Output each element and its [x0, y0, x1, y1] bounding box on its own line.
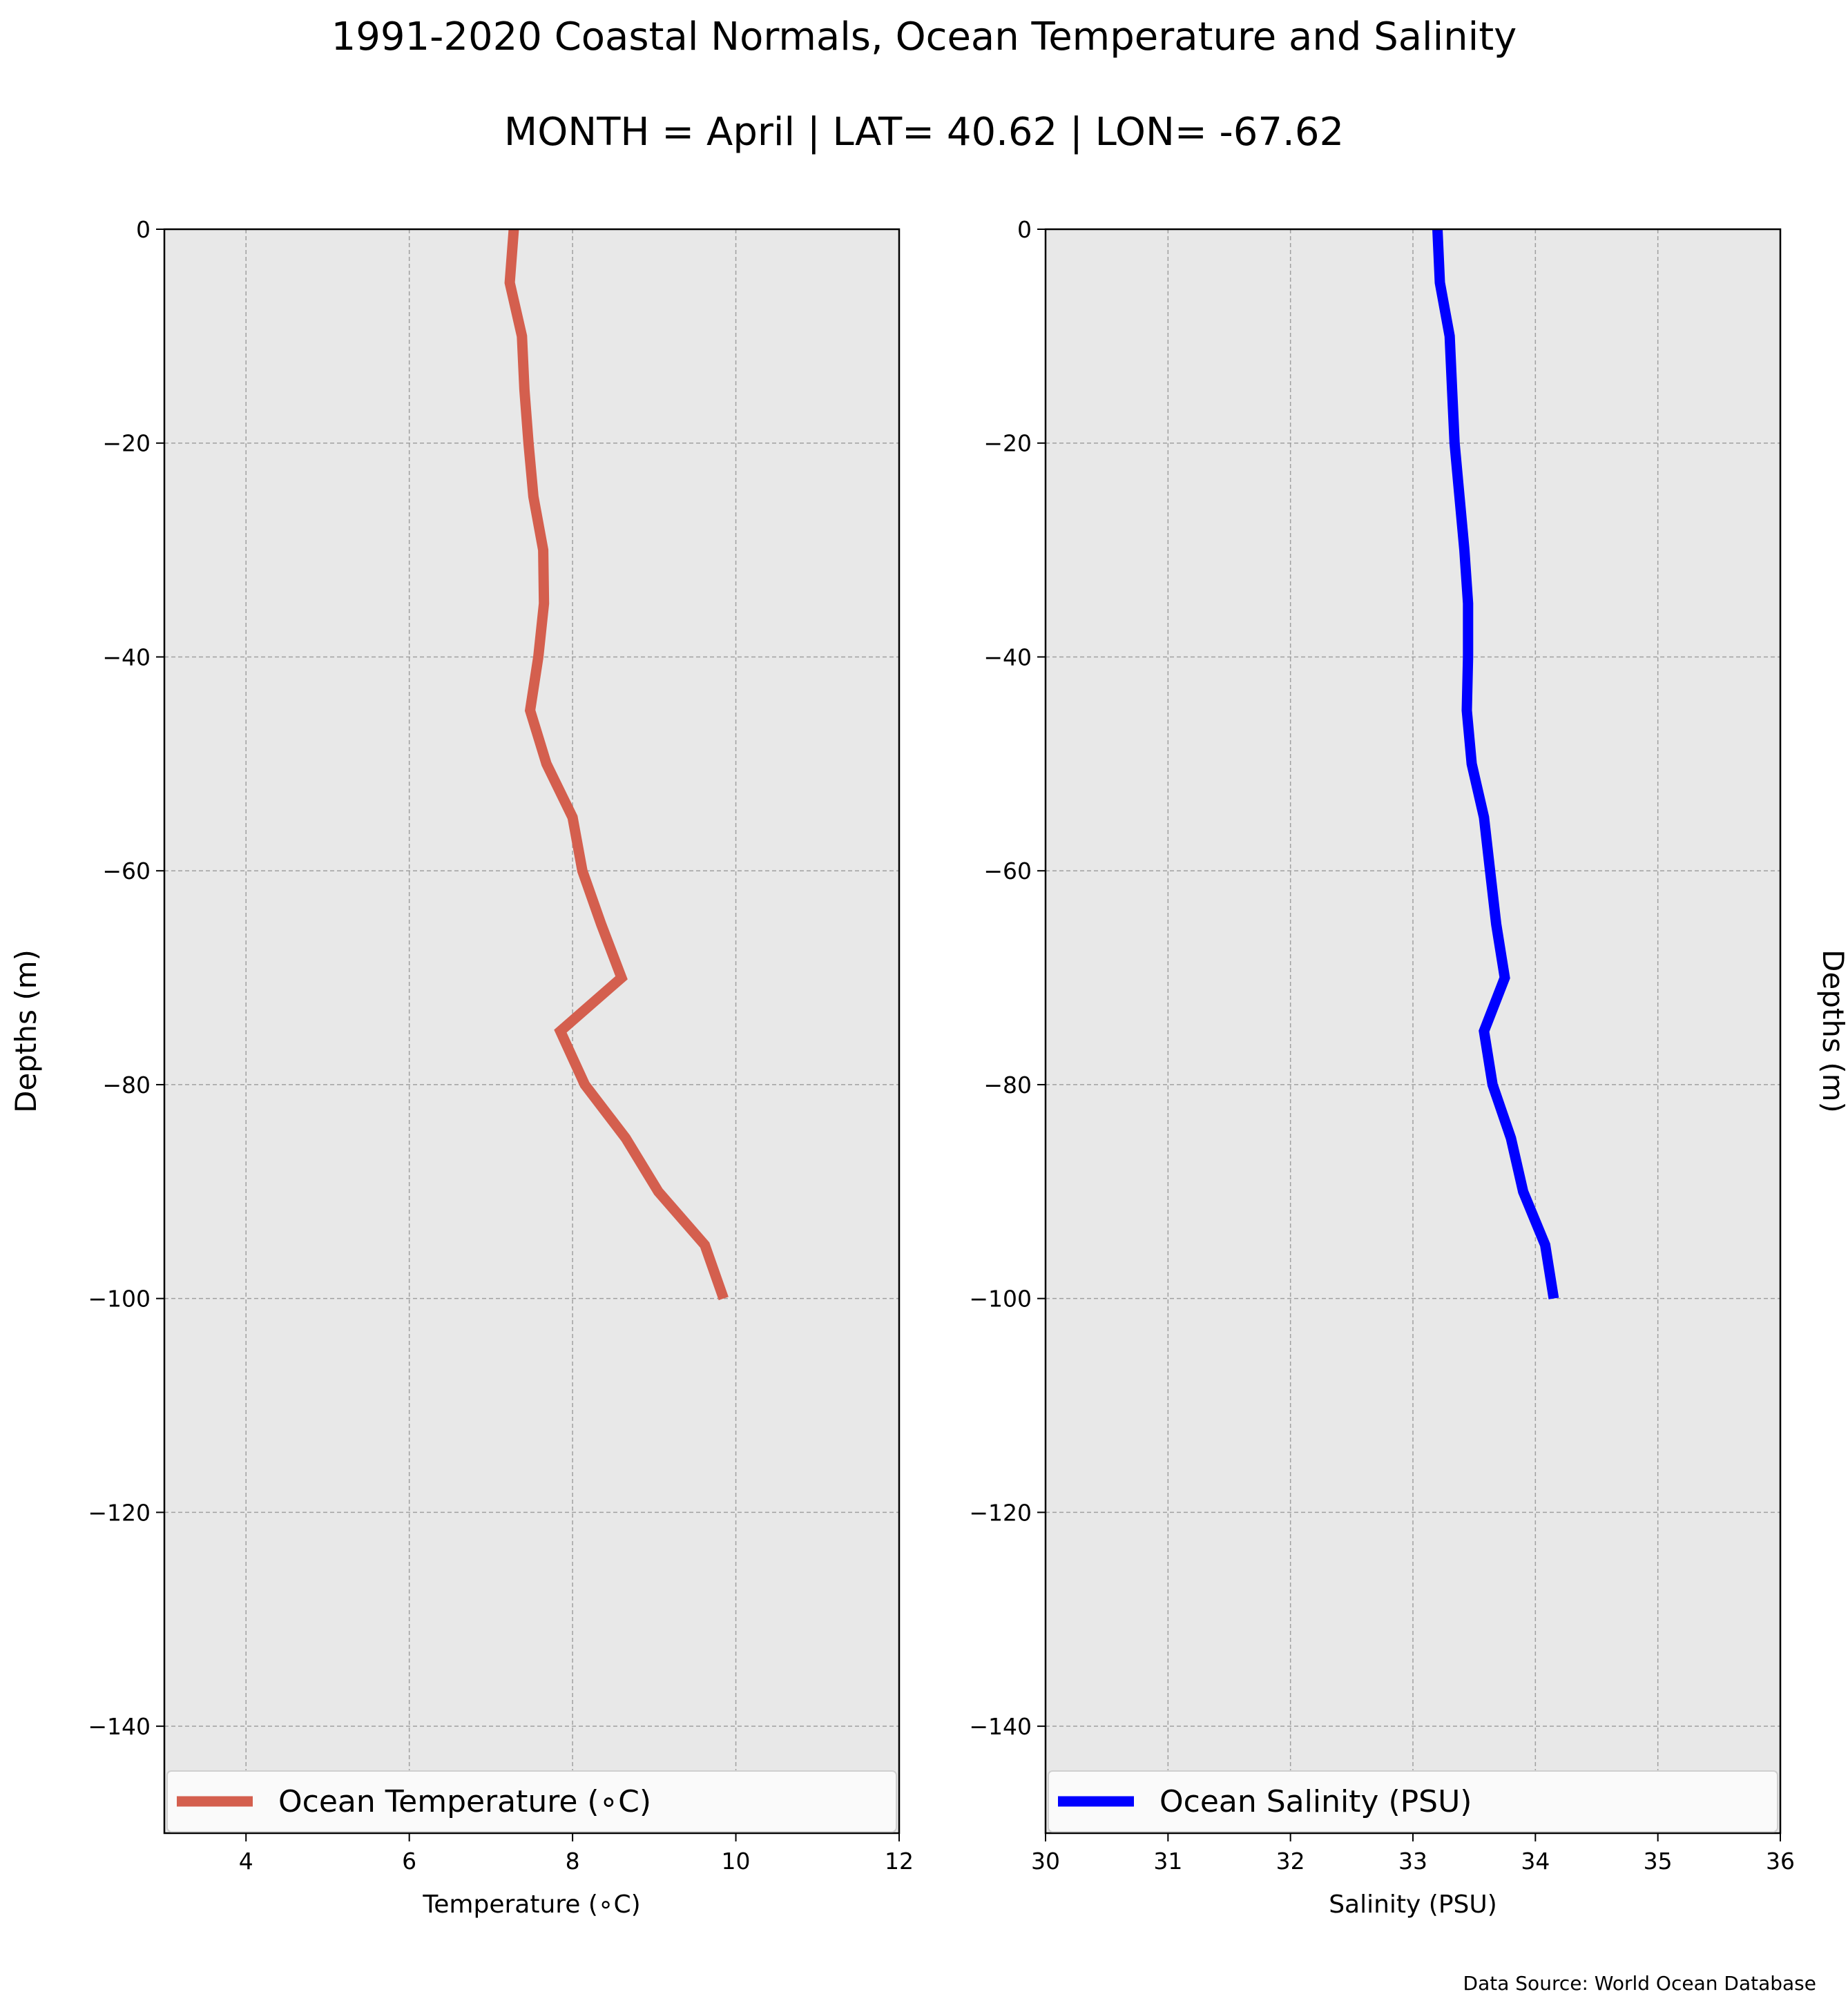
x-tick-label: 8 [566, 1848, 580, 1875]
y-tick-label: −60 [102, 858, 151, 884]
x-tick-label: 6 [402, 1848, 416, 1875]
y-tick-label: −120 [88, 1499, 151, 1526]
x-tick-label: 32 [1276, 1848, 1305, 1875]
y-tick-label: −100 [969, 1286, 1032, 1313]
y-tick-label: −140 [88, 1713, 151, 1740]
x-tick-label: 31 [1153, 1848, 1182, 1875]
salinity-panel: 0 −20 −40 −60 −80 −100 −120 −140 30 31 32 33 34 35 36 S… [969, 216, 1848, 1919]
legend-label: Ocean Temperature (∘C) [278, 1784, 651, 1819]
x-tick-label: 34 [1521, 1848, 1550, 1875]
x-tick-label: 12 [885, 1848, 914, 1875]
figure-title: 1991-2020 Coastal Normals, Ocean Tempera… [331, 14, 1517, 59]
x-tick-label: 33 [1398, 1848, 1427, 1875]
x-axis-label: Temperature (∘C) [422, 1890, 640, 1919]
legend-label: Ocean Salinity (PSU) [1159, 1784, 1472, 1819]
legend-box [166, 1770, 897, 1832]
y-tick-label: −120 [969, 1499, 1032, 1526]
series-line [504, 229, 729, 1301]
x-axis-label: Salinity (PSU) [1329, 1890, 1497, 1919]
y-tick-label: −100 [88, 1286, 151, 1313]
source-note: Data Source: World Ocean Database [1463, 1972, 1816, 1995]
figure-subtitle: MONTH = April | LAT= 40.62 | LON= -67.62 [504, 110, 1344, 155]
y-tick-label: −40 [983, 644, 1032, 670]
temperature-panel: 0 −20 −40 −60 −80 −100 −120 −140 4 6 8 10 12 Temperat… [9, 216, 914, 1919]
y-tick-label: 0 [1017, 216, 1032, 243]
x-tick-label: 10 [722, 1848, 751, 1875]
y-axis-label: Depths (m) [9, 949, 43, 1113]
x-tick-label: 30 [1031, 1848, 1060, 1875]
y-tick-label: −140 [969, 1713, 1032, 1740]
y-tick-label: −40 [102, 644, 151, 670]
y-tick-label: −20 [102, 430, 151, 457]
x-tick-label: 4 [239, 1848, 253, 1875]
y-axis-label: Depths (m) [1816, 949, 1848, 1113]
y-tick-label: −60 [983, 858, 1032, 884]
x-tick-label: 35 [1644, 1848, 1673, 1875]
y-tick-label: −80 [102, 1072, 151, 1099]
y-tick-label: 0 [136, 216, 151, 243]
series-line [1432, 229, 1559, 1299]
y-tick-label: −80 [983, 1072, 1032, 1099]
legend-box [1048, 1770, 1778, 1832]
axes-frame [163, 228, 901, 1835]
x-tick-label: 36 [1766, 1848, 1795, 1875]
y-tick-label: −20 [983, 430, 1032, 457]
